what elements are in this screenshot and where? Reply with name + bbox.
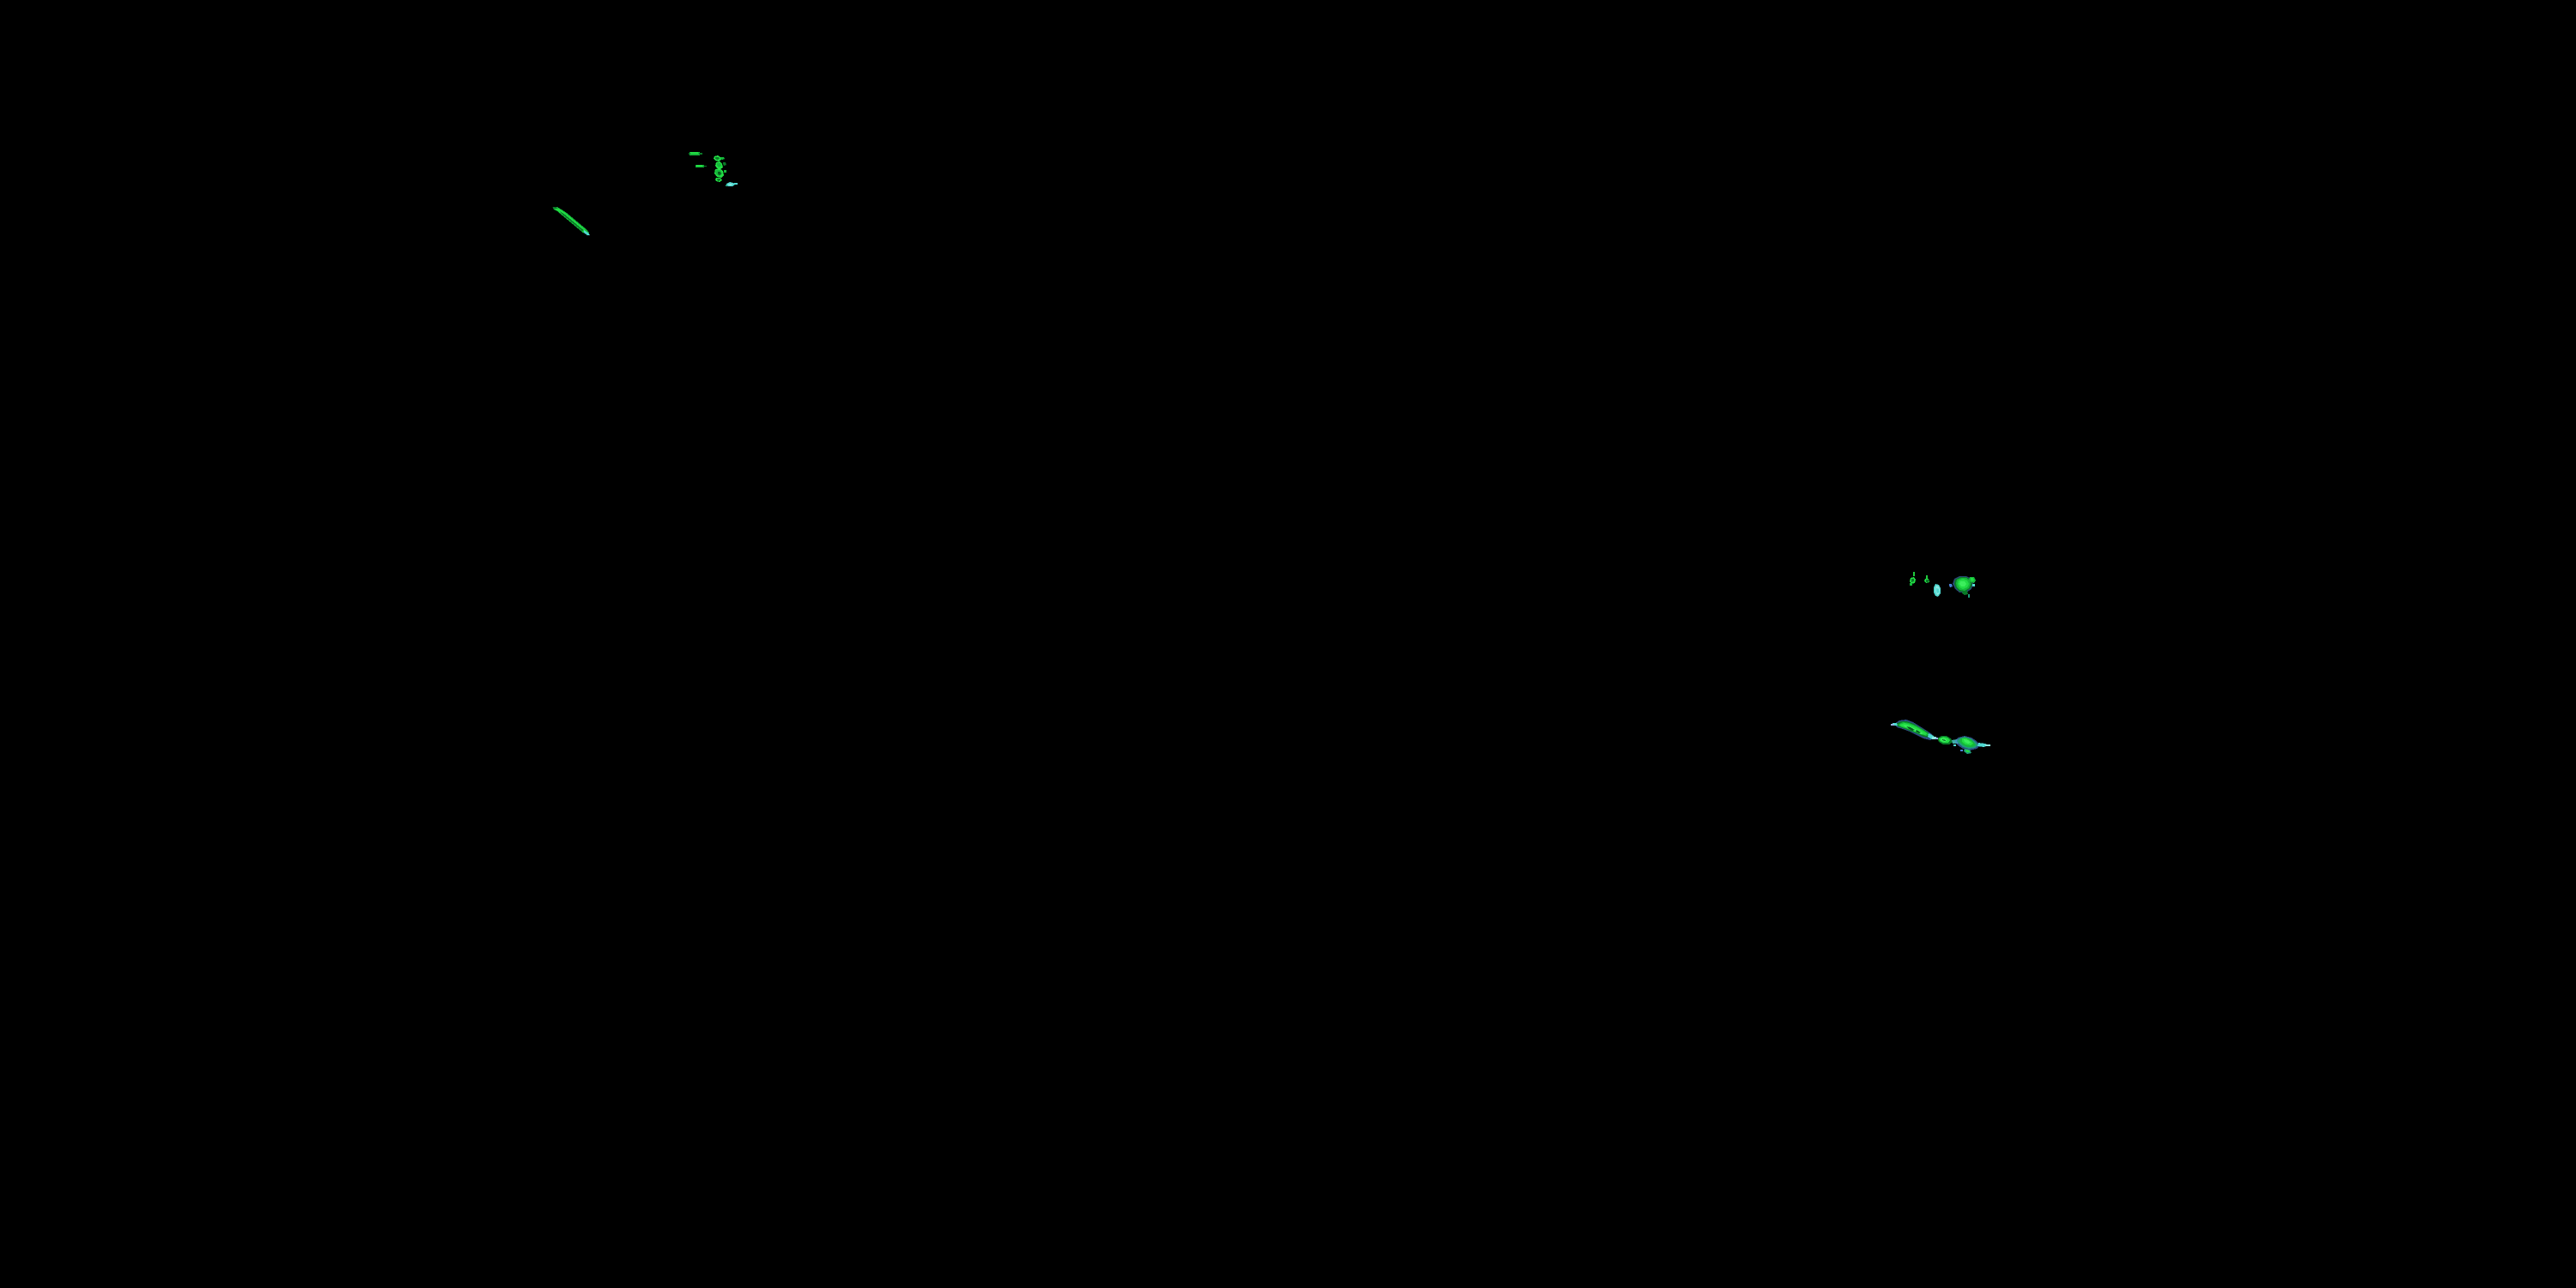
satellite-image-canvas: Satellite land-cover raster Pacific isla… [0,0,2576,1288]
ocean-background [0,0,2576,1288]
